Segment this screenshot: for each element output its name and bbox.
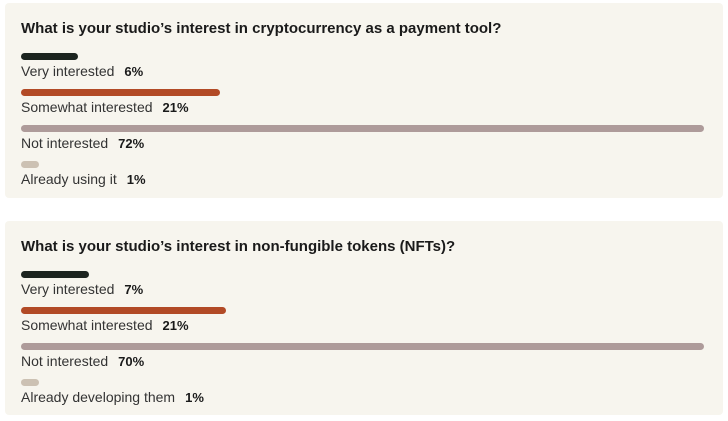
category-label: Not interested bbox=[21, 353, 109, 369]
bar-already-using bbox=[21, 161, 39, 168]
value-label: 1% bbox=[185, 390, 204, 405]
value-label: 1% bbox=[126, 172, 146, 187]
bar-already-developing bbox=[21, 379, 39, 386]
row-label-already-developing: Already developing them 1% bbox=[21, 389, 204, 406]
bar-not-interested bbox=[21, 343, 704, 350]
row-label-very-interested: Very interested 6% bbox=[21, 63, 143, 80]
bar-very-interested bbox=[21, 53, 78, 60]
chart-title: What is your studio’s interest in crypto… bbox=[21, 20, 502, 37]
value-label: 6% bbox=[124, 64, 144, 79]
row-label-somewhat-interested: Somewhat interested 21% bbox=[21, 99, 189, 116]
bar-somewhat-interested bbox=[21, 307, 226, 314]
crypto-survey-card: What is your studio’s interest in crypto… bbox=[5, 3, 723, 198]
value-label: 21% bbox=[162, 100, 189, 115]
row-label-not-interested: Not interested 72% bbox=[21, 135, 144, 152]
value-label: 21% bbox=[162, 318, 189, 333]
bar-somewhat-interested bbox=[21, 89, 220, 96]
chart-title: What is your studio’s interest in non-fu… bbox=[21, 238, 456, 255]
category-label: Not interested bbox=[21, 135, 109, 151]
bar-very-interested bbox=[21, 271, 89, 278]
nft-survey-card: What is your studio’s interest in non-fu… bbox=[5, 221, 723, 415]
value-label: 70% bbox=[118, 354, 145, 369]
category-label: Very interested bbox=[21, 281, 115, 297]
row-label-not-interested: Not interested 70% bbox=[21, 353, 144, 370]
row-label-already-using: Already using it 1% bbox=[21, 171, 146, 188]
category-label: Already developing them bbox=[21, 389, 176, 405]
row-label-somewhat-interested: Somewhat interested 21% bbox=[21, 317, 189, 334]
category-label: Already using it bbox=[21, 171, 117, 187]
value-label: 72% bbox=[118, 136, 145, 151]
category-label: Somewhat interested bbox=[21, 317, 153, 333]
category-label: Somewhat interested bbox=[21, 99, 153, 115]
row-label-very-interested: Very interested 7% bbox=[21, 281, 143, 298]
bar-not-interested bbox=[21, 125, 704, 132]
category-label: Very interested bbox=[21, 63, 115, 79]
value-label: 7% bbox=[124, 282, 144, 297]
